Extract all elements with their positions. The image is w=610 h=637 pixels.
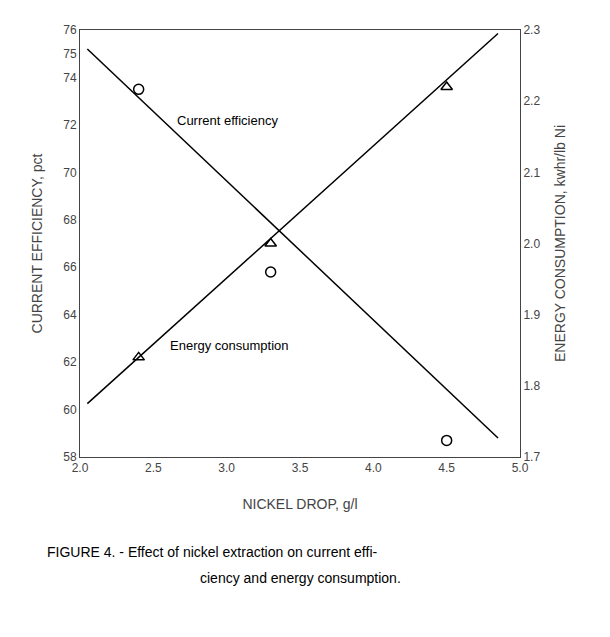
svg-text:60: 60 bbox=[63, 403, 77, 417]
svg-text:1.7: 1.7 bbox=[523, 450, 540, 464]
svg-text:3.0: 3.0 bbox=[218, 461, 235, 475]
svg-text:2.0: 2.0 bbox=[523, 237, 540, 251]
svg-text:2.5: 2.5 bbox=[145, 461, 162, 475]
svg-text:64: 64 bbox=[63, 308, 77, 322]
svg-text:75: 75 bbox=[63, 47, 77, 61]
svg-text:76: 76 bbox=[63, 23, 77, 37]
svg-text:5.0: 5.0 bbox=[512, 461, 529, 475]
svg-text:68: 68 bbox=[63, 213, 77, 227]
svg-text:1.8: 1.8 bbox=[523, 379, 540, 393]
svg-text:2.2: 2.2 bbox=[523, 94, 540, 108]
svg-text:ciency and energy consumption.: ciency and energy consumption. bbox=[200, 570, 401, 586]
svg-text:2.0: 2.0 bbox=[72, 461, 89, 475]
svg-text:4.5: 4.5 bbox=[438, 461, 455, 475]
svg-text:2.1: 2.1 bbox=[523, 166, 540, 180]
svg-text:Current efficiency: Current efficiency bbox=[177, 113, 278, 128]
svg-text:70: 70 bbox=[63, 166, 77, 180]
svg-text:2.3: 2.3 bbox=[523, 23, 540, 37]
svg-text:4.0: 4.0 bbox=[365, 461, 382, 475]
svg-text:62: 62 bbox=[63, 355, 77, 369]
svg-text:1.9: 1.9 bbox=[523, 308, 540, 322]
svg-text:66: 66 bbox=[63, 260, 77, 274]
svg-text:ENERGY CONSUMPTION, kwhr/lb Ni: ENERGY CONSUMPTION, kwhr/lb Ni bbox=[552, 125, 568, 362]
svg-text:CURRENT EFFICIENCY, pct: CURRENT EFFICIENCY, pct bbox=[29, 153, 45, 333]
svg-text:74: 74 bbox=[63, 71, 77, 85]
svg-text:3.5: 3.5 bbox=[292, 461, 309, 475]
svg-text:NICKEL DROP, g/l: NICKEL DROP, g/l bbox=[242, 496, 357, 512]
svg-text:FIGURE 4. - Effect of nickel e: FIGURE 4. - Effect of nickel extraction … bbox=[47, 544, 378, 560]
svg-text:58: 58 bbox=[63, 450, 77, 464]
svg-text:72: 72 bbox=[63, 118, 77, 132]
svg-text:Energy consumption: Energy consumption bbox=[170, 338, 289, 353]
